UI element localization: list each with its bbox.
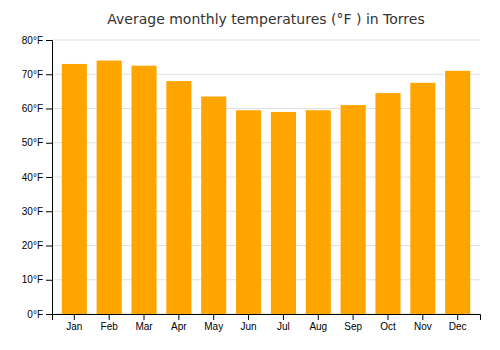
y-axis-line [46, 41, 53, 315]
y-tick-mark [46, 246, 52, 247]
x-tick-label: Mar [135, 321, 153, 332]
bar [201, 97, 226, 314]
x-tick-mark [213, 314, 214, 320]
y-tick-label: 80°F [22, 35, 43, 46]
y-tick-label: 40°F [22, 172, 43, 183]
x-tick-label: Jul [277, 321, 290, 332]
x-tick-label: May [204, 321, 223, 332]
chart: 0°F 10°F 20°F 30°F 40°F 50°F 60°F 70°F 80°F Jan Fe… [0, 0, 500, 350]
bars [62, 61, 470, 314]
x-tick-label: Feb [101, 321, 119, 332]
x-axis: Jan Feb Mar Apr May Jun Jul Aug Sep Oct Nov Dec [53, 314, 481, 332]
y-tick-mark [46, 280, 52, 281]
x-tick-label: Aug [309, 321, 327, 332]
x-tick-mark [178, 314, 179, 320]
y-tick-mark [46, 40, 52, 41]
y-tick-label: 0°F [27, 309, 43, 320]
x-tick-label: Jun [241, 321, 257, 332]
x-tick-mark [318, 314, 319, 320]
y-tick: 80°F [22, 35, 52, 46]
x-tick: Feb [101, 314, 119, 332]
y-tick-label: 20°F [22, 240, 43, 251]
bar [375, 93, 400, 314]
title: Average monthly temperatures (°F ) in To… [107, 11, 424, 27]
x-tick-label: Nov [414, 321, 432, 332]
y-tick-mark [46, 211, 52, 212]
y-tick: 50°F [22, 137, 52, 148]
x-tick: Jul [277, 314, 290, 332]
x-tick-mark [144, 314, 145, 320]
x-tick: Dec [449, 314, 467, 332]
y-tick-label: 60°F [22, 103, 43, 114]
bar [271, 112, 296, 314]
y-tick-label: 70°F [22, 69, 43, 80]
x-axis-line [53, 315, 481, 321]
y-tick-label: 10°F [22, 274, 43, 285]
x-tick-mark [387, 314, 388, 320]
x-tick-mark [248, 314, 249, 320]
y-tick-mark [46, 177, 52, 178]
y-tick: 20°F [22, 240, 52, 251]
y-tick: 0°F [27, 309, 52, 320]
bar [236, 110, 261, 314]
y-axis: 0°F 10°F 20°F 30°F 40°F 50°F 60°F 70°F 80°F [22, 35, 53, 320]
bar [341, 105, 366, 314]
x-tick: Jun [241, 314, 257, 332]
bar [445, 71, 470, 314]
x-tick-mark [283, 314, 284, 320]
y-tick: 70°F [22, 69, 52, 80]
x-tick-mark [109, 314, 110, 320]
x-tick-label: Dec [449, 321, 467, 332]
x-tick-label: Jan [66, 321, 82, 332]
x-tick-label: Apr [171, 321, 187, 332]
x-tick: Oct [380, 314, 396, 332]
bar [62, 64, 87, 314]
bar [97, 61, 122, 314]
x-tick-label: Oct [380, 321, 396, 332]
y-tick: 60°F [22, 103, 52, 114]
y-tick-mark [46, 143, 52, 144]
y-tick-label: 30°F [22, 206, 43, 217]
bar [166, 81, 191, 314]
y-tick: 40°F [22, 172, 52, 183]
x-tick-mark [353, 314, 354, 320]
bar [410, 83, 435, 314]
plot: 0°F 10°F 20°F 30°F 40°F 50°F 60°F 70°F 80°F Jan Fe… [22, 35, 481, 332]
y-tick-label: 50°F [22, 137, 43, 148]
x-tick: Aug [309, 314, 327, 332]
x-tick-mark [74, 314, 75, 320]
grid-line [52, 40, 480, 41]
grid [52, 40, 480, 314]
x-tick: Sep [344, 314, 362, 332]
x-tick: Apr [171, 314, 187, 332]
x-tick-label: Sep [344, 321, 362, 332]
x-tick-mark [422, 314, 423, 320]
y-tick: 30°F [22, 206, 52, 217]
y-tick-mark [46, 109, 52, 110]
bar [306, 110, 331, 314]
x-tick: Nov [414, 314, 432, 332]
x-tick: Jan [66, 314, 82, 332]
y-tick-mark [46, 74, 52, 75]
x-tick: Mar [135, 314, 153, 332]
bar [131, 66, 156, 314]
x-tick-mark [457, 314, 458, 320]
x-tick: May [204, 314, 223, 332]
y-tick: 10°F [22, 274, 52, 285]
y-tick-mark [46, 314, 52, 315]
